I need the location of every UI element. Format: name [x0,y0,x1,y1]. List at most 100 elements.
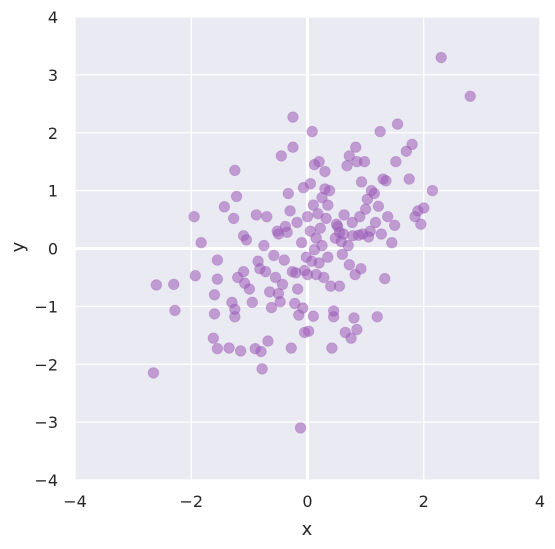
data-point [310,232,322,244]
data-point [318,271,330,284]
data-point [343,259,356,271]
data-point [333,280,346,292]
data-point [406,138,418,151]
x-tick-label: 2 [419,492,429,511]
y-axis-label: y [8,241,29,252]
data-point [326,342,338,354]
data-point [327,311,340,323]
data-point [281,226,293,238]
data-point [403,173,415,185]
y-tick-label: −3 [34,413,58,432]
data-point [208,308,221,320]
data-point [189,270,202,282]
data-point [284,205,296,217]
data-point [341,160,353,172]
data-point [168,278,180,291]
data-point [426,184,439,197]
data-point [374,125,386,138]
data-point [287,111,299,123]
data-point [218,201,231,213]
data-point [259,265,272,278]
data-point [269,271,282,284]
data-point [265,301,278,314]
data-point [211,254,224,266]
data-point [276,278,289,291]
data-point [336,248,349,260]
y-tick-label: 0 [48,240,58,259]
data-point [261,210,273,223]
data-point [375,228,388,240]
data-point [291,283,304,295]
data-point [390,155,402,168]
x-tick-label: 4 [535,492,545,511]
data-point [345,332,357,344]
data-point [304,177,317,190]
data-point [227,212,240,225]
data-point [289,297,301,310]
data-point [371,311,383,323]
x-tick-label: 0 [302,492,312,511]
data-point [301,210,314,223]
data-point [240,234,253,246]
data-point [320,212,332,225]
data-point [415,218,427,230]
data-point [350,141,362,153]
data-point [208,289,221,301]
data-point [255,345,267,358]
data-point [355,263,367,275]
data-point [169,304,181,317]
y-tick-label: −2 [34,355,58,374]
data-point [355,176,368,188]
data-point [313,155,325,168]
data-point [237,265,250,278]
data-point [262,335,274,347]
y-tick-labels: −4 −3 −2 −1 0 1 2 3 4 [34,8,58,490]
reference-lines [75,17,540,480]
data-point [302,325,315,337]
y-tick-label: 4 [48,8,58,27]
x-axis-label: x [302,519,313,540]
data-point [342,239,354,252]
data-point [147,367,160,379]
data-point [275,150,288,162]
data-point [386,237,398,249]
data-point [295,237,308,249]
data-point [211,273,224,285]
x-tick-labels: −4 −2 0 2 4 [63,492,545,511]
data-point [278,254,290,266]
data-point [382,210,394,223]
data-point [306,125,318,138]
data-point [285,342,297,354]
data-point [351,323,363,336]
data-point [294,422,307,434]
data-point [223,342,235,354]
data-point [258,239,270,252]
y-tick-label: 2 [48,124,58,143]
data-point [319,165,331,178]
y-tick-label: 1 [48,182,58,201]
data-point [322,251,334,263]
data-point [256,363,268,375]
data-point [234,345,247,357]
data-point [282,187,295,200]
data-point [312,208,324,220]
data-point [364,225,376,237]
data-point [313,257,325,269]
data-point [314,222,326,234]
data-point [207,332,220,344]
data-point [287,141,299,153]
data-point [246,296,258,309]
y-tick-label: 3 [48,66,58,85]
data-points [147,51,476,434]
data-point [323,184,336,197]
data-point [291,216,303,229]
data-point [380,175,392,187]
data-point [274,296,286,308]
data-point [391,118,404,130]
data-point [369,216,382,229]
y-tick-label: −1 [34,297,58,316]
data-point [229,311,241,323]
data-point [400,145,413,157]
data-point [368,187,381,200]
data-point [338,209,350,221]
